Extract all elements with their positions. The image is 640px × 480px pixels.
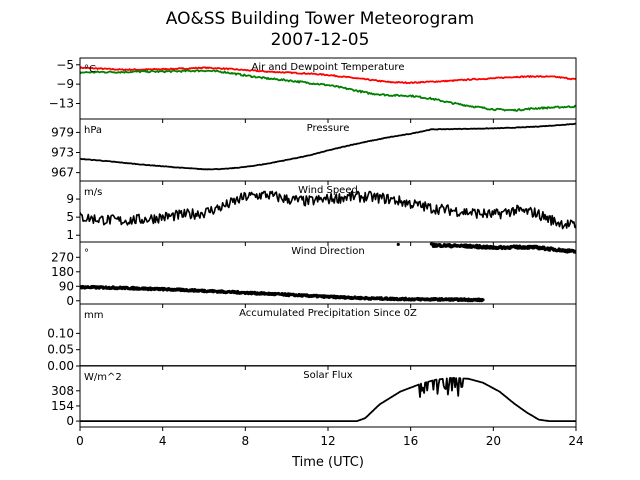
x-tick-label: 20 (486, 434, 501, 448)
y-tick-label: 270 (51, 250, 74, 264)
y-tick-label: −13 (49, 97, 74, 111)
panel-title: Pressure (307, 123, 350, 134)
series-0-line (80, 190, 576, 230)
panel-title: Wind Direction (291, 246, 365, 257)
y-tick-label: 9 (66, 192, 74, 206)
figure-title-line1: AO&SS Building Tower Meteorogram (166, 9, 474, 29)
y-tick-label: 0.10 (47, 326, 74, 340)
x-axis-label: Time (UTC) (291, 455, 364, 470)
y-tick-label: −5 (56, 58, 74, 72)
panel-plot-area (80, 122, 576, 171)
panel-plot-area (80, 66, 576, 112)
y-tick-label: 0 (66, 414, 74, 428)
panel-unit-label: °C (84, 64, 96, 75)
y-tick-label: 979 (51, 125, 74, 139)
panel-unit-label: W/m^2 (84, 372, 122, 383)
series-0-line (80, 122, 576, 171)
y-tick-label: 973 (51, 146, 74, 160)
panel-unit-label: ° (84, 248, 89, 259)
y-tick-label: 1 (66, 228, 74, 242)
x-tick-label: 12 (320, 434, 335, 448)
series-1-points (429, 242, 576, 254)
panels-group: −5 −9 −13 °C Air and Dewpoint Temperature 979… (47, 57, 577, 431)
y-tick-label: 308 (51, 384, 74, 398)
y-tick-label: 90 (59, 279, 74, 293)
panel-plot-area (80, 377, 576, 422)
y-tick-label: −9 (56, 77, 74, 91)
y-tick-label: 154 (51, 399, 74, 413)
figure-title-line2: 2007-12-05 (271, 30, 370, 50)
panel-0: −5 −9 −13 °C Air and Dewpoint Temperature (49, 57, 577, 123)
y-tick-label: 0.00 (47, 359, 74, 373)
panel-title: Accumulated Precipitation Since 0Z (239, 308, 417, 319)
panel-unit-label: m/s (84, 187, 102, 198)
y-tick-label: 5 (66, 210, 74, 224)
wind-direction-point (396, 242, 400, 247)
panel-unit-label: hPa (84, 125, 102, 136)
y-tick-label: 967 (51, 166, 74, 180)
x-tick-label: 24 (568, 434, 583, 448)
x-tick-label: 8 (242, 434, 250, 448)
x-tick-label: 4 (159, 434, 167, 448)
panel-title: Wind Speed (298, 185, 358, 196)
y-tick-label: 0.05 (47, 343, 74, 357)
panel-plot-area (80, 190, 576, 230)
series-1-line (80, 69, 576, 112)
y-tick-label: 0 (66, 294, 74, 308)
series-0-line (80, 66, 576, 85)
panel-title: Air and Dewpoint Temperature (252, 62, 405, 73)
x-tick-label: 0 (76, 434, 84, 448)
y-tick-label: 180 (51, 265, 74, 279)
panel-title: Solar Flux (303, 370, 353, 381)
series-0-line (80, 377, 576, 422)
x-tick-label: 16 (403, 434, 418, 448)
panel-unit-label: mm (84, 310, 103, 321)
x-axis: 0 4 8 12 16 20 24 (76, 434, 583, 448)
